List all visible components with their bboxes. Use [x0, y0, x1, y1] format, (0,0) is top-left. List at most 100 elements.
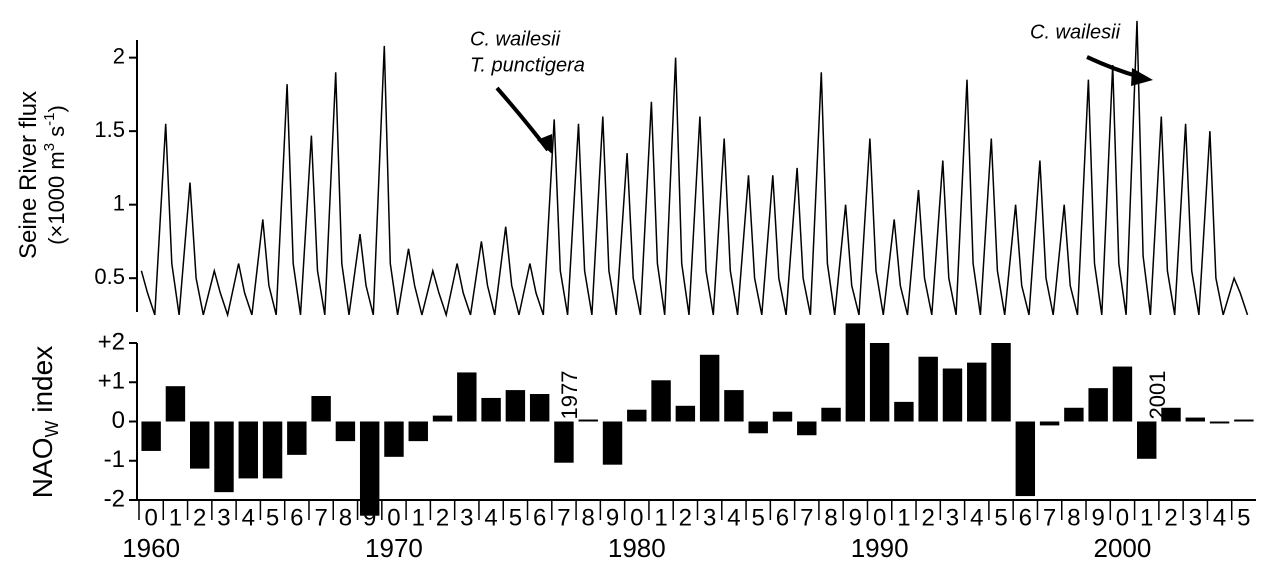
- x-tick-label: 0: [144, 504, 157, 531]
- bar: [311, 395, 331, 422]
- x-tick-label: 1: [654, 504, 667, 531]
- x-tick-label: 7: [800, 504, 813, 531]
- bar: [845, 323, 866, 422]
- bar: [481, 397, 501, 422]
- annotation: C. wailesii: [1030, 21, 1121, 43]
- y-tick-label: 0: [112, 407, 125, 434]
- bar: [602, 421, 623, 465]
- y-tick-label: -1: [104, 446, 125, 473]
- decade-label: 1980: [608, 533, 666, 563]
- bar: [967, 362, 987, 422]
- y-title-part: index: [27, 346, 58, 421]
- y-tick-label: 0.5: [94, 264, 125, 289]
- x-tick-label: 4: [1213, 504, 1226, 531]
- bar: [918, 356, 938, 422]
- bar: [335, 421, 356, 442]
- x-tick-label: 5: [266, 504, 279, 531]
- bar: [262, 421, 283, 479]
- bar: [408, 421, 428, 442]
- unit-part: s: [44, 126, 69, 143]
- y-tick-label: +2: [98, 328, 125, 355]
- x-tick-label: 9: [849, 504, 862, 531]
- annotation: 1977: [557, 371, 582, 420]
- y-tick-label: +1: [98, 368, 125, 395]
- unit-part: (×1000 m: [44, 151, 69, 245]
- y-title-part: Seine River flux: [15, 91, 42, 259]
- x-tick-label: 2: [436, 504, 449, 531]
- bar: [214, 421, 234, 493]
- y-title-sub: W: [42, 421, 62, 438]
- y-tick-label: 1.5: [94, 117, 125, 142]
- bar: [772, 411, 793, 422]
- y-title-part: NAO: [27, 438, 58, 499]
- unit-sup: -1: [41, 112, 58, 125]
- flux-line: [140, 20, 1249, 318]
- bar: [748, 421, 768, 434]
- bar: [991, 343, 1011, 422]
- x-tick-label: 2: [1164, 504, 1177, 531]
- x-tick-label: 5: [509, 504, 522, 531]
- x-tick-label: 4: [727, 504, 740, 531]
- annotation: T. punctigera: [470, 54, 585, 76]
- bar: [869, 343, 890, 422]
- bar: [529, 394, 550, 422]
- bar: [797, 421, 817, 436]
- decade-label: 2000: [1094, 533, 1152, 563]
- y-axis-title: NAOW index: [27, 346, 61, 498]
- bar: [1234, 419, 1254, 422]
- bar: [1015, 421, 1036, 497]
- bar: [554, 421, 574, 463]
- bar: [432, 415, 453, 422]
- arrow-head: [537, 134, 553, 155]
- x-tick-label: 6: [776, 504, 789, 531]
- bar: [384, 421, 404, 457]
- arrow-head: [1131, 68, 1153, 86]
- bar: [1137, 421, 1157, 459]
- bar: [1112, 366, 1133, 422]
- bar: [1039, 421, 1060, 426]
- unit-part: ): [44, 105, 69, 112]
- x-tick-label: 3: [460, 504, 473, 531]
- x-tick-label: 3: [946, 504, 959, 531]
- bar: [651, 380, 671, 422]
- x-tick-label: 0: [873, 504, 886, 531]
- x-tick-label: 7: [314, 504, 327, 531]
- x-tick-label: 6: [533, 504, 546, 531]
- bar: [359, 421, 380, 516]
- x-tick-label: 7: [557, 504, 570, 531]
- bar: [238, 421, 258, 479]
- x-tick-label: 5: [994, 504, 1007, 531]
- x-tick-label: 9: [363, 504, 376, 531]
- bar: [1209, 421, 1230, 424]
- y-tick-label: 1: [113, 190, 125, 215]
- x-tick-label: 1: [169, 504, 182, 531]
- bar: [165, 386, 186, 422]
- x-tick-label: 2: [193, 504, 206, 531]
- bar: [457, 372, 477, 422]
- x-tick-label: 2: [922, 504, 935, 531]
- bar: [189, 421, 210, 469]
- x-tick-label: 3: [1189, 504, 1202, 531]
- y-tick-label: 2: [113, 43, 125, 68]
- bar: [287, 421, 307, 455]
- bar: [627, 409, 647, 422]
- x-tick-label: 3: [217, 504, 230, 531]
- x-tick-label: 5: [1237, 504, 1250, 531]
- x-tick-label: 9: [1091, 504, 1104, 531]
- bar: [724, 390, 744, 422]
- x-tick-label: 1: [1140, 504, 1153, 531]
- x-tick-label: 1: [897, 504, 910, 531]
- bar: [942, 368, 963, 422]
- bar: [505, 390, 526, 422]
- bar: [141, 421, 161, 451]
- x-tick-label: 5: [752, 504, 765, 531]
- x-tick-label: 4: [242, 504, 255, 531]
- annotation: C. wailesii: [470, 28, 561, 50]
- x-tick-label: 8: [1067, 504, 1080, 531]
- x-tick-label: 0: [630, 504, 643, 531]
- x-tick-label: 6: [290, 504, 303, 531]
- x-tick-label: 6: [1019, 504, 1032, 531]
- x-tick-label: 4: [970, 504, 983, 531]
- decade-label: 1990: [851, 533, 909, 563]
